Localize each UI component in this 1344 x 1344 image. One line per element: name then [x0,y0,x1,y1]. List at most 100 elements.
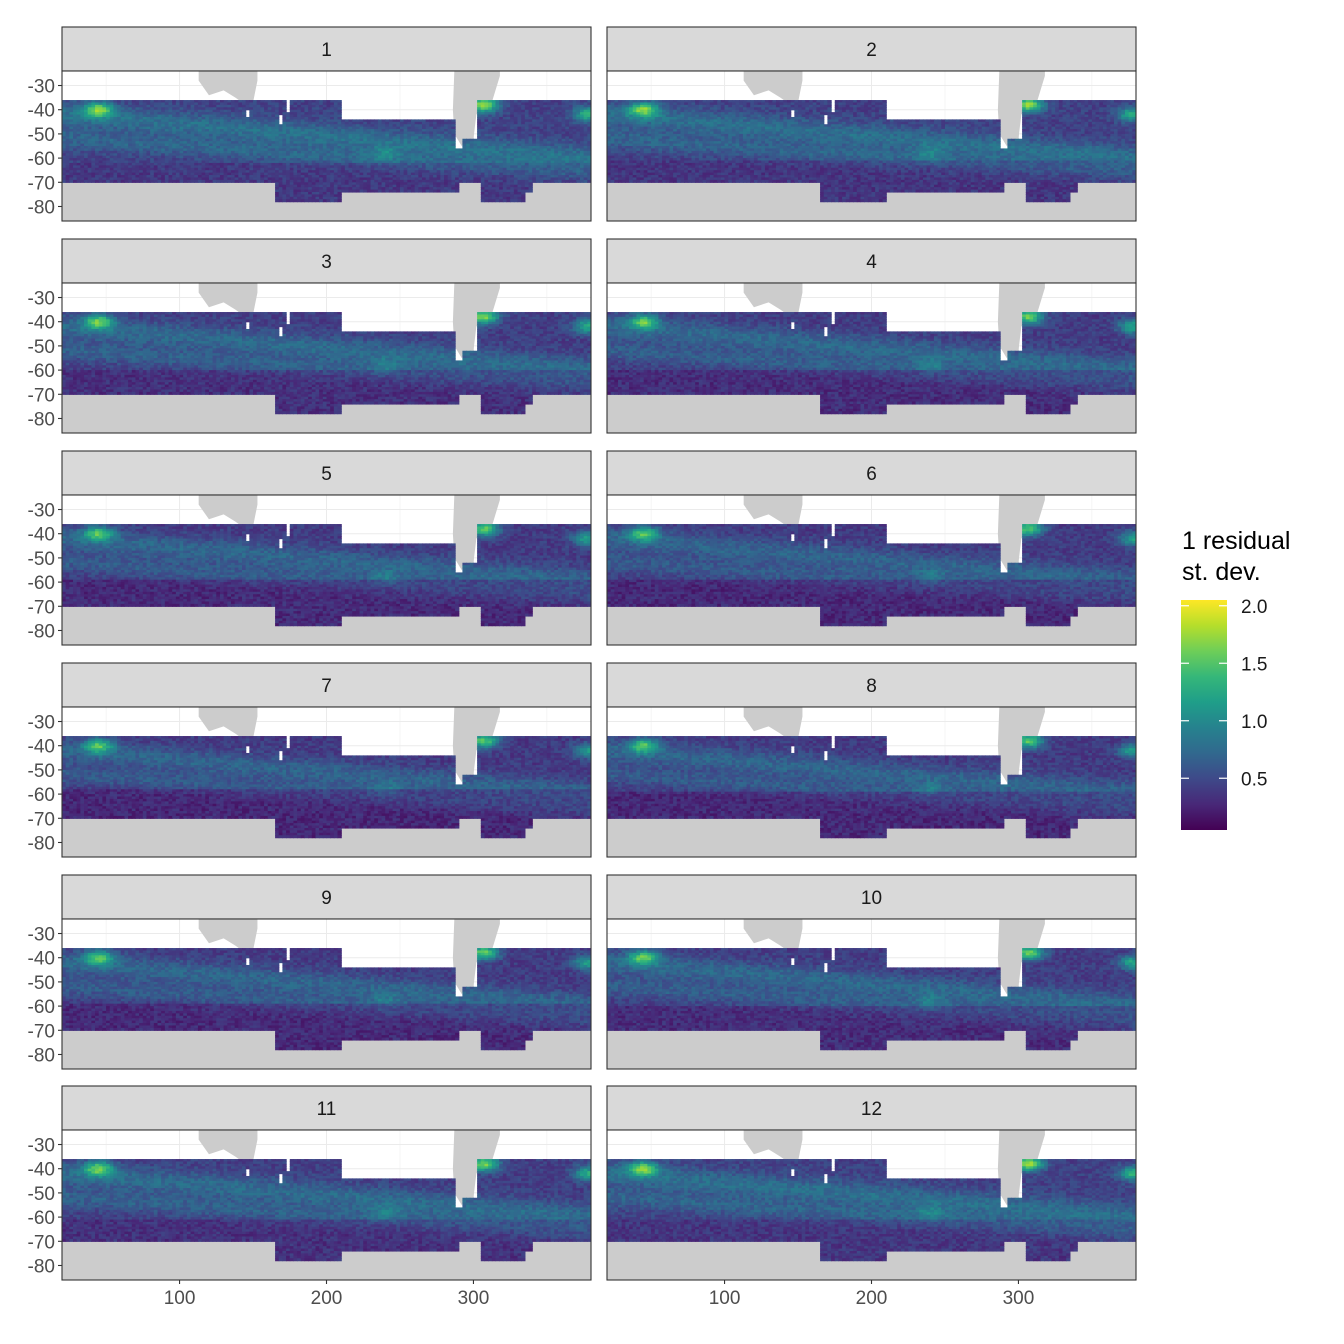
heatmap-cell [374,146,379,150]
heatmap-cell [131,109,137,113]
heatmap-cell [95,129,100,133]
heatmap-cell [554,155,559,159]
heatmap-cell [444,136,449,140]
heatmap-cell [131,160,137,164]
heatmap-cell [348,182,353,186]
heatmap-cell [234,177,239,181]
heatmap-cell [326,167,331,171]
heatmap-cell [186,141,192,145]
heatmap-cell [131,175,137,179]
heatmap-cell [164,112,170,116]
heatmap-cell [528,124,533,128]
heatmap-cell [607,133,612,137]
heatmap-cell [146,153,151,157]
heatmap-cell [308,148,313,152]
heatmap-cell [517,165,522,169]
heatmap-cell [513,112,519,116]
heatmap-cell [84,114,89,118]
heatmap-cell [164,133,170,137]
heatmap-cell [319,184,324,188]
heatmap-cell [223,177,228,181]
heatmap-cell [253,114,258,118]
heatmap-cell [322,158,328,162]
heatmap-cell [135,162,140,166]
heatmap-cell [554,158,559,162]
heatmap-cell [286,146,291,150]
heatmap-cell [87,107,92,111]
heatmap-cell [363,126,368,130]
heatmap-cell [403,119,408,123]
heatmap-cell [396,189,401,193]
heatmap-cell [216,114,221,118]
heatmap-cell [113,179,118,183]
heatmap-cell [517,136,522,140]
heatmap-cell [286,194,291,198]
heatmap-cell [227,131,232,135]
heatmap-cell [521,109,526,113]
heatmap-cell [510,124,515,128]
heatmap-cell [546,162,552,166]
heatmap-cell [249,114,254,118]
heatmap-cell [348,177,353,181]
heatmap-cell [425,177,430,181]
heatmap-cell [425,155,430,159]
heatmap-cell [322,150,328,154]
heatmap-cell [315,194,320,198]
heatmap-cell [264,138,269,142]
heatmap-cell [381,172,386,176]
heatmap-cell [469,150,475,154]
heatmap-cell [480,172,486,176]
heatmap-cell [194,129,199,133]
heatmap-cell [267,162,272,166]
facet-panel-2: 2 [606,26,1137,222]
heatmap-cell [271,179,276,183]
heatmap-cell [175,160,181,164]
heatmap-cell [447,124,453,128]
heatmap-cell [69,167,74,171]
heatmap-cell [381,162,386,166]
heatmap-cell [480,143,486,147]
heatmap-cell [267,172,272,176]
heatmap-cell [315,114,320,118]
heatmap-cell [205,126,210,130]
heatmap-cell [238,143,243,147]
heatmap-cell [499,162,504,166]
heatmap-cell [352,131,357,135]
heatmap-cell [473,162,478,166]
heatmap-cell [546,102,552,106]
heatmap-cell [355,162,361,166]
heatmap-cell [161,131,166,135]
heatmap-cell [330,194,335,198]
heatmap-cell [396,162,401,166]
heatmap-cell [91,129,96,133]
heatmap-cell [572,138,577,142]
heatmap-cell [366,133,372,137]
heatmap-cell [429,138,434,142]
heatmap-cell [532,158,537,162]
heatmap-cell [69,143,74,147]
heatmap-cell [249,150,254,154]
heatmap-cell [502,191,508,195]
heatmap-cell [410,167,416,171]
heatmap-cell [194,148,199,152]
heatmap-cell [256,141,261,145]
heatmap-cell [113,172,118,176]
heatmap-cell [238,124,243,128]
heatmap-cell [506,104,511,108]
heatmap-cell [319,153,324,157]
heatmap-cell [131,141,137,145]
heatmap-cell [374,129,379,133]
heatmap-cell [76,107,81,111]
heatmap-cell [480,160,486,164]
heatmap-cell [109,160,115,164]
heatmap-cell [197,153,203,157]
heatmap-cell [168,175,173,179]
heatmap-cell [300,199,306,203]
heatmap-cell [212,162,217,166]
heatmap-cell [289,141,295,145]
heatmap-cell [491,153,497,157]
heatmap-cell [73,162,78,166]
heatmap-cell [433,160,438,164]
heatmap-cell [495,184,500,188]
heatmap-cell [333,143,339,147]
